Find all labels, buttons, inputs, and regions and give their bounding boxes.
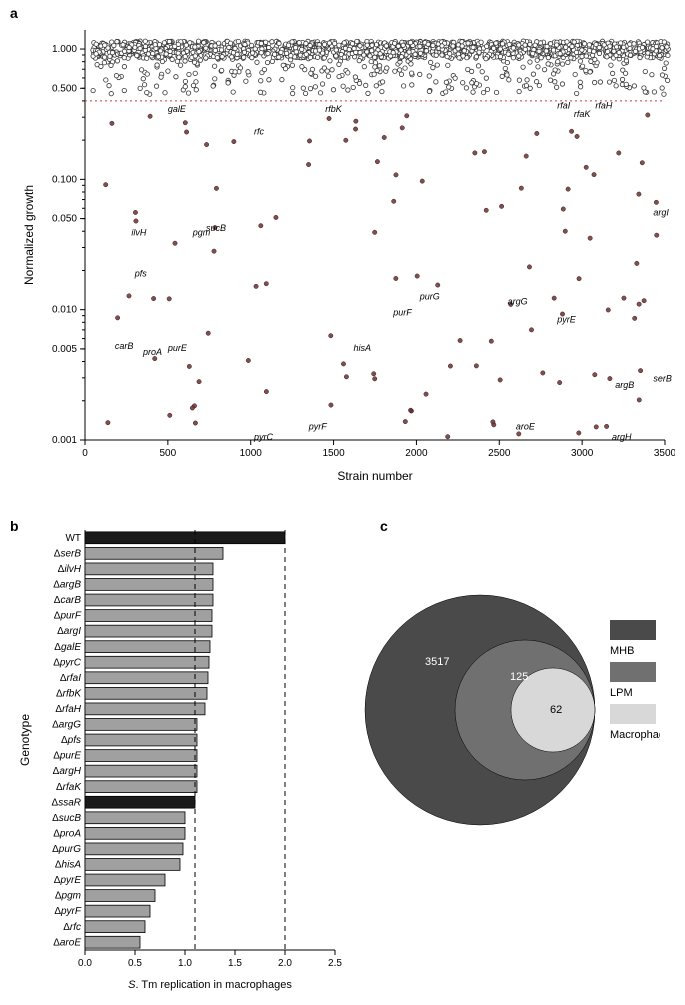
svg-text:ΔpurF: ΔpurF	[54, 611, 82, 622]
svg-text:rfc: rfc	[254, 127, 264, 137]
svg-text:argH: argH	[612, 432, 632, 442]
svg-text:ΔhisA: ΔhisA	[55, 860, 81, 871]
svg-text:rfaK: rfaK	[574, 109, 592, 119]
svg-text:galE: galE	[168, 104, 187, 114]
svg-text:Normalized growth: Normalized growth	[22, 185, 36, 285]
svg-text:sucB: sucB	[206, 223, 226, 233]
svg-text:125: 125	[510, 671, 528, 683]
svg-text:ΔargH: ΔargH	[53, 766, 82, 777]
svg-text:ΔargG: ΔargG	[52, 720, 81, 731]
svg-text:2500: 2500	[488, 448, 511, 459]
svg-text:ΔssaR: ΔssaR	[52, 797, 81, 808]
svg-text:purF: purF	[392, 308, 412, 318]
svg-text:ΔargI: ΔargI	[57, 626, 81, 637]
svg-text:3517: 3517	[425, 656, 449, 668]
svg-text:ΔpyrC: ΔpyrC	[53, 657, 82, 668]
svg-text:ΔcarB: ΔcarB	[54, 595, 82, 606]
svg-text:1.000: 1.000	[52, 44, 77, 55]
svg-text:2000: 2000	[405, 448, 428, 459]
svg-text:500: 500	[160, 448, 177, 459]
svg-text:1500: 1500	[322, 448, 345, 459]
svg-text:ΔrfbK: ΔrfbK	[56, 688, 82, 699]
svg-text:ΔserB: ΔserB	[54, 548, 82, 559]
svg-text:aroE: aroE	[516, 422, 536, 432]
svg-text:ΔgalE: ΔgalE	[54, 642, 81, 653]
svg-text:ilvH: ilvH	[131, 228, 146, 238]
panel-a-chart: 0 500 1000 1500 2000 2500 3000 3500 0.001 0.005 0.…	[15, 10, 675, 490]
svg-text:1.5: 1.5	[228, 958, 242, 969]
svg-text:ΔproA: ΔproA	[53, 828, 81, 839]
svg-text:0.010: 0.010	[52, 305, 77, 316]
svg-text:carB: carB	[115, 341, 134, 351]
svg-text:62: 62	[550, 704, 562, 716]
svg-text:Macrophage: Macrophage	[610, 729, 660, 741]
svg-text:ΔsucB: ΔsucB	[52, 813, 81, 824]
svg-text:hisA: hisA	[353, 343, 371, 353]
svg-text:0.001: 0.001	[52, 435, 77, 446]
svg-text:argB: argB	[615, 380, 634, 390]
svg-text:ΔpyrF: ΔpyrF	[54, 906, 82, 917]
svg-text:0.100: 0.100	[52, 174, 77, 185]
svg-text:ΔaroE: ΔaroE	[53, 937, 81, 948]
svg-text:pyrC: pyrC	[253, 432, 274, 442]
svg-text:3500: 3500	[654, 448, 675, 459]
svg-text:ΔrfaK: ΔrfaK	[56, 782, 82, 793]
svg-text:rfaH: rfaH	[595, 100, 613, 110]
svg-text:ΔpurG: ΔpurG	[52, 844, 81, 855]
svg-text:MHB: MHB	[610, 645, 634, 657]
svg-text:purE: purE	[167, 343, 188, 353]
svg-text:ΔpyrE: ΔpyrE	[54, 875, 82, 886]
svg-text:0: 0	[82, 448, 88, 459]
svg-text:2.5: 2.5	[328, 958, 342, 969]
svg-text:ΔargB: ΔargB	[53, 580, 81, 591]
svg-text:Genotype: Genotype	[18, 714, 32, 766]
panel-c-venn: 3517 125 62 MHB LPM Macrophage	[360, 560, 660, 860]
svg-text:proA: proA	[142, 347, 162, 357]
svg-text:ΔrfaI: ΔrfaI	[60, 673, 81, 684]
svg-text:0.5: 0.5	[128, 958, 142, 969]
svg-text:0.0: 0.0	[78, 958, 92, 969]
svg-text:argG: argG	[508, 296, 528, 306]
svg-text:ΔilvH: ΔilvH	[58, 564, 82, 575]
panel-c-label: c	[380, 518, 388, 534]
svg-text:WT: WT	[65, 533, 81, 544]
svg-text:1000: 1000	[240, 448, 263, 459]
svg-text:0.050: 0.050	[52, 214, 77, 225]
svg-text:S. Tm replication in macrophag: S. Tm replication in macrophages	[128, 979, 292, 991]
svg-text:rfbK: rfbK	[325, 104, 343, 114]
svg-text:Strain number: Strain number	[337, 469, 412, 483]
svg-text:Δrfc: Δrfc	[63, 922, 81, 933]
svg-text:0.005: 0.005	[52, 344, 77, 355]
svg-text:pyrE: pyrE	[556, 314, 577, 324]
svg-text:1.0: 1.0	[178, 958, 192, 969]
svg-text:LPM: LPM	[610, 687, 633, 699]
svg-text:ΔrfaH: ΔrfaH	[55, 704, 81, 715]
svg-text:ΔpurE: ΔpurE	[53, 751, 81, 762]
svg-text:pyrF: pyrF	[308, 422, 328, 432]
svg-text:3000: 3000	[571, 448, 594, 459]
svg-text:serB: serB	[653, 374, 672, 384]
svg-text:rfaI: rfaI	[557, 100, 571, 110]
svg-text:pfs: pfs	[134, 268, 148, 278]
svg-text:purG: purG	[419, 291, 440, 301]
panel-b-chart: 0.0 0.5 1.0 1.5 2.0 2.5 WT ΔserB ΔilvH ΔargB ΔcarB…	[15, 520, 345, 1000]
svg-text:Δpfs: Δpfs	[61, 735, 81, 746]
svg-text:argI: argI	[653, 207, 669, 217]
svg-text:2.0: 2.0	[278, 958, 292, 969]
svg-text:Δpgm: Δpgm	[55, 891, 81, 902]
svg-text:0.500: 0.500	[52, 83, 77, 94]
